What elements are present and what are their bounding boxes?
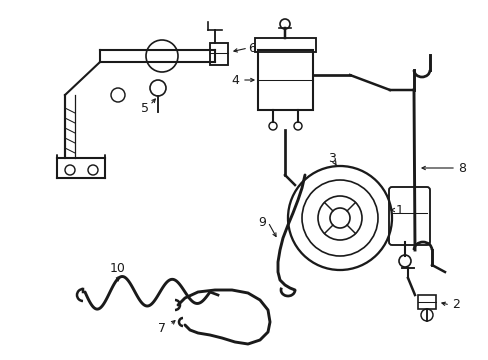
Text: 2: 2 [451,298,459,311]
Text: 8: 8 [457,162,465,175]
Text: 5: 5 [141,102,149,114]
Text: 6: 6 [247,41,255,54]
Text: 10: 10 [110,261,126,274]
Text: 1: 1 [395,203,403,216]
Bar [417,295,435,309]
Text: 4: 4 [231,73,239,86]
Bar [254,38,315,52]
Bar [209,43,227,65]
Text: 7: 7 [158,321,165,334]
Text: 9: 9 [258,216,265,229]
Text: 3: 3 [327,152,335,165]
Bar [258,50,312,110]
